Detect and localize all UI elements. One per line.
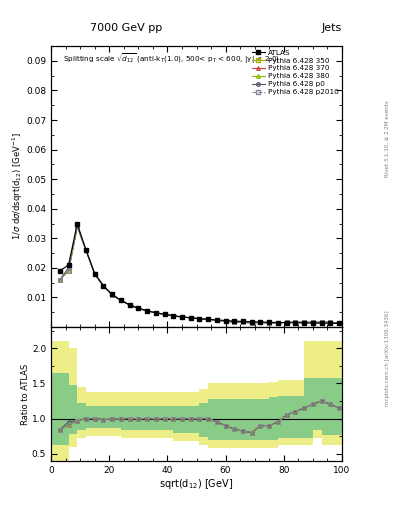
Text: Jets: Jets: [321, 23, 342, 33]
Y-axis label: 1/$\sigma$ d$\sigma$/dsqrt(d$_{12}$) [GeV$^{-1}$]: 1/$\sigma$ d$\sigma$/dsqrt(d$_{12}$) [Ge…: [10, 133, 25, 241]
X-axis label: sqrt(d$_{12}$) [GeV]: sqrt(d$_{12}$) [GeV]: [160, 477, 233, 492]
Text: 7000 GeV pp: 7000 GeV pp: [90, 23, 162, 33]
Legend: ATLAS, Pythia 6.428 350, Pythia 6.428 370, Pythia 6.428 380, Pythia 6.428 p0, Py: ATLAS, Pythia 6.428 350, Pythia 6.428 37…: [250, 48, 340, 96]
Text: Splitting scale $\sqrt{d_{12}}$ (anti-k$_T$(1.0), 500< p$_T$ < 600, |y| < 2.0): Splitting scale $\sqrt{d_{12}}$ (anti-k$…: [63, 52, 280, 66]
Text: Rivet 3.1.10, ≥ 2.2M events: Rivet 3.1.10, ≥ 2.2M events: [385, 100, 390, 177]
Text: mcplots.cern.ch [arXiv:1306.3436]: mcplots.cern.ch [arXiv:1306.3436]: [385, 311, 390, 406]
Y-axis label: Ratio to ATLAS: Ratio to ATLAS: [22, 364, 31, 424]
